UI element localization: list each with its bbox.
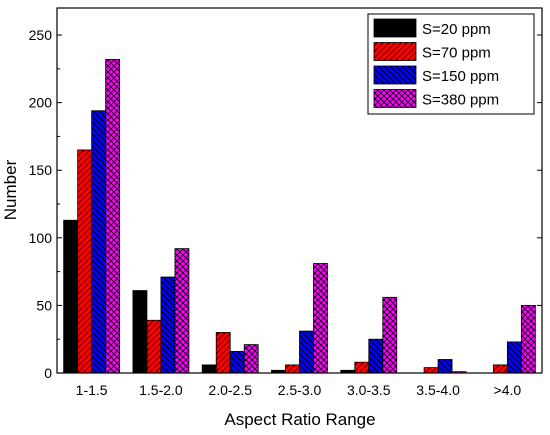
- bar-s-150-ppm-1: [160, 276, 176, 374]
- y-tick-label: 50: [36, 297, 52, 313]
- x-tick-label: 2.0-2.5: [208, 382, 252, 398]
- legend-swatch: [373, 42, 417, 61]
- legend-swatch: [373, 65, 417, 85]
- bar-s-20-ppm-0: [63, 219, 79, 374]
- x-axis-title: Aspect Ratio Range: [224, 410, 375, 429]
- y-tick-label: 200: [29, 95, 53, 111]
- plot-frame: [56, 7, 543, 374]
- bar-s-70-ppm-3: [285, 364, 300, 374]
- y-tick-label: 250: [29, 27, 53, 43]
- bar-s-150-ppm-2: [229, 350, 245, 374]
- bar-s-150-ppm-4: [368, 338, 384, 374]
- bar-s-20-ppm-2: [201, 364, 217, 374]
- bar-s-70-ppm-5: [423, 367, 439, 374]
- legend-label: S=380 ppm: [422, 92, 499, 109]
- bar-s-70-ppm-2: [215, 332, 231, 374]
- legend-label: S=150 ppm: [422, 68, 499, 85]
- x-axis: 1-1.5 1.5-2.0 2.0-2.5 2.5-3.0 3.0-3.5 3.5-4.0…: [76, 368, 522, 398]
- bar-s-70-ppm-6: [492, 364, 508, 374]
- bar-s-150-ppm-0: [91, 110, 107, 374]
- legend-swatch: [373, 89, 417, 108]
- y-tick-label: 100: [29, 230, 53, 246]
- bar-s-70-ppm-4: [354, 361, 370, 374]
- bar-s-380-ppm-3: [313, 263, 328, 374]
- bar-s-380-ppm-4: [382, 296, 398, 374]
- x-tick-label: 2.5-3.0: [278, 382, 322, 398]
- y-axis-title: Number: [1, 159, 20, 220]
- bar-s-20-ppm-1: [132, 290, 148, 374]
- bar-s-380-ppm-2: [243, 344, 259, 374]
- bar-s-150-ppm-5: [437, 359, 453, 374]
- legend-label: S=20 ppm: [422, 21, 491, 38]
- x-tick-label: 3.0-3.5: [347, 382, 391, 398]
- y-tick-label: 150: [29, 162, 53, 178]
- bars-group: [63, 58, 536, 374]
- x-tick-label: 1-1.5: [76, 382, 108, 398]
- bar-s-150-ppm-6: [506, 341, 522, 374]
- bar-s-70-ppm-1: [146, 319, 162, 374]
- x-tick-label: >4.0: [494, 382, 522, 398]
- legend-label: S=70 ppm: [422, 45, 491, 62]
- bar-s-380-ppm-1: [174, 248, 190, 374]
- bar-s-380-ppm-0: [105, 58, 121, 374]
- bar-s-380-ppm-6: [520, 305, 536, 374]
- x-tick-label: 1.5-2.0: [139, 382, 183, 398]
- legend: S=20 ppm S=70 ppm S=150 ppm S=380 ppm: [367, 13, 535, 115]
- bar-s-70-ppm-0: [77, 149, 93, 374]
- x-tick-label: 3.5-4.0: [416, 382, 460, 398]
- legend-swatch: [373, 18, 417, 38]
- bar-s-150-ppm-3: [299, 330, 314, 374]
- y-axis: 0 50 100 150 200 250: [29, 27, 542, 381]
- y-tick-label: 0: [44, 365, 52, 381]
